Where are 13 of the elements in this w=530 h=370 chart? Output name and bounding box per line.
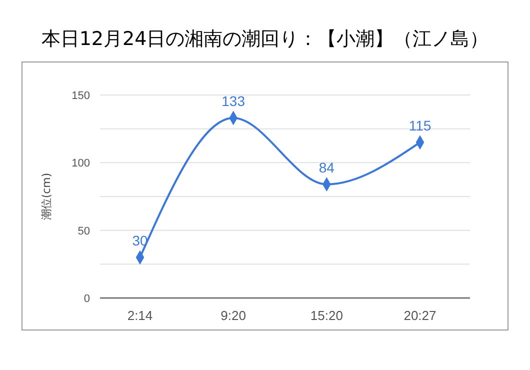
y-axis-title: 潮位(cm): [40, 172, 53, 220]
data-label: 133: [222, 93, 246, 110]
data-label: 84: [318, 159, 335, 176]
y-tick-label: 50: [78, 225, 90, 238]
x-tick-label: 15:20: [310, 308, 343, 323]
x-tick-label: 9:20: [220, 308, 246, 323]
chart-title: 本日12月24日の湘南の潮回り：【小潮】（江ノ島）: [41, 28, 489, 50]
y-tick-label: 0: [84, 293, 90, 305]
x-tick-label: 20:27: [404, 308, 436, 323]
y-tick-label: 150: [72, 90, 90, 102]
data-label: 115: [408, 117, 432, 134]
x-tick-label: 2:14: [127, 308, 153, 323]
y-tick-label: 100: [72, 158, 90, 170]
